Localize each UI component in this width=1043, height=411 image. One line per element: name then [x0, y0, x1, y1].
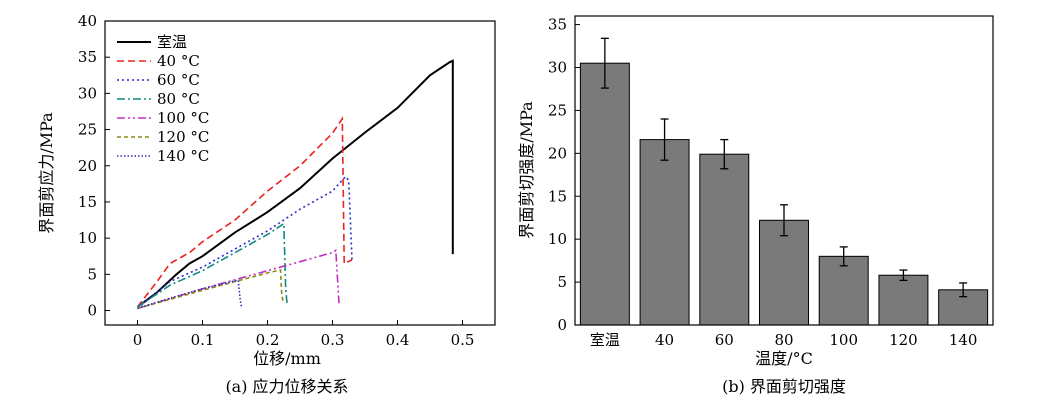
- y-tick-label: 10: [548, 230, 567, 248]
- y-tick-label: 35: [78, 48, 97, 66]
- series-line-4: [137, 248, 340, 310]
- y-tick-label: 25: [548, 101, 567, 119]
- legend-label-1: 40 °C: [157, 52, 200, 70]
- series-line-3: [137, 222, 288, 308]
- bar: [699, 153, 750, 326]
- y-tick-label: 40: [78, 12, 97, 30]
- series-line-2: [136, 175, 353, 310]
- y-axis-label-a: 界面剪应力/MPa: [37, 112, 56, 234]
- x-tick-label: 120: [889, 331, 918, 349]
- y-tick-label: 20: [78, 157, 97, 175]
- legend-label-4: 100 °C: [157, 109, 209, 127]
- y-tick-label: 0: [87, 302, 97, 320]
- series-line-5: [137, 269, 285, 310]
- bars-group: [579, 37, 989, 326]
- x-tick-label: 0.3: [321, 331, 345, 349]
- y-tick-label: 35: [548, 16, 567, 34]
- y-tick-label: 15: [78, 193, 97, 211]
- plot-frame-a: [104, 20, 496, 326]
- stress-series-group: [136, 59, 454, 310]
- y-tick-label: 30: [548, 59, 567, 77]
- legend-label-6: 140 °C: [157, 147, 209, 165]
- interface-shear-strength-chart: 0 5 10 15 20 25 30 35 室温 40 60 80 100 120 140 温度/°C 界面…: [517, 15, 994, 396]
- x-tick-label: 80: [774, 331, 793, 349]
- x-axis-label-b: 温度/°C: [755, 349, 813, 368]
- y-tick-label: 10: [78, 229, 97, 247]
- y-tick-label: 15: [548, 187, 567, 205]
- y-tick-label: 0: [557, 316, 567, 334]
- y-tick-label: 5: [87, 265, 97, 283]
- bar: [639, 139, 690, 326]
- legend-label-0: 室温: [157, 33, 187, 51]
- legend-label-3: 80 °C: [157, 90, 200, 108]
- legend-label-5: 120 °C: [157, 128, 209, 146]
- x-tick-label: 40: [655, 331, 674, 349]
- bar: [878, 274, 929, 326]
- legend-label-2: 60 °C: [157, 71, 200, 89]
- x-tick-label: 室温: [590, 331, 620, 349]
- x-tick-label: 0.2: [256, 331, 280, 349]
- plot-frame-b: [574, 15, 994, 326]
- bar: [818, 255, 869, 326]
- caption-b: (b) 界面剪切强度: [722, 377, 846, 396]
- y-tick-label: 20: [548, 144, 567, 162]
- x-tick-label: 100: [829, 331, 858, 349]
- x-tick-label: 0.4: [386, 331, 410, 349]
- y-tick-label: 5: [557, 273, 567, 291]
- bar: [579, 62, 630, 326]
- series-line-1: [136, 116, 353, 308]
- x-tick-label: 60: [715, 331, 734, 349]
- x-tick-label: 0: [133, 331, 143, 349]
- x-tick-label: 140: [949, 331, 978, 349]
- x-tick-label: 0.5: [451, 331, 475, 349]
- bar: [759, 219, 809, 326]
- caption-a: (a) 应力位移关系: [225, 377, 348, 396]
- x-tick-label: 0.1: [191, 331, 215, 349]
- y-tick-label: 25: [78, 121, 97, 139]
- series-line-6: [137, 279, 243, 310]
- x-axis-label-a: 位移/mm: [253, 349, 321, 368]
- y-axis-label-b: 界面剪切强度/MPa: [517, 101, 536, 239]
- y-tick-label: 30: [78, 84, 97, 102]
